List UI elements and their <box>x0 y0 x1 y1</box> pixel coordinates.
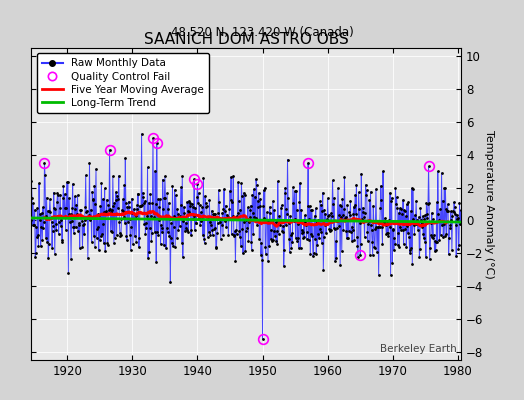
Title: SAANICH DOM ASTRO OBS: SAANICH DOM ASTRO OBS <box>144 32 348 47</box>
Legend: Raw Monthly Data, Quality Control Fail, Five Year Moving Average, Long-Term Tren: Raw Monthly Data, Quality Control Fail, … <box>37 53 209 113</box>
Y-axis label: Temperature Anomaly (°C): Temperature Anomaly (°C) <box>485 130 495 278</box>
Text: 48.520 N, 123.420 W (Canada): 48.520 N, 123.420 W (Canada) <box>171 26 353 39</box>
Text: Berkeley Earth: Berkeley Earth <box>380 344 457 354</box>
